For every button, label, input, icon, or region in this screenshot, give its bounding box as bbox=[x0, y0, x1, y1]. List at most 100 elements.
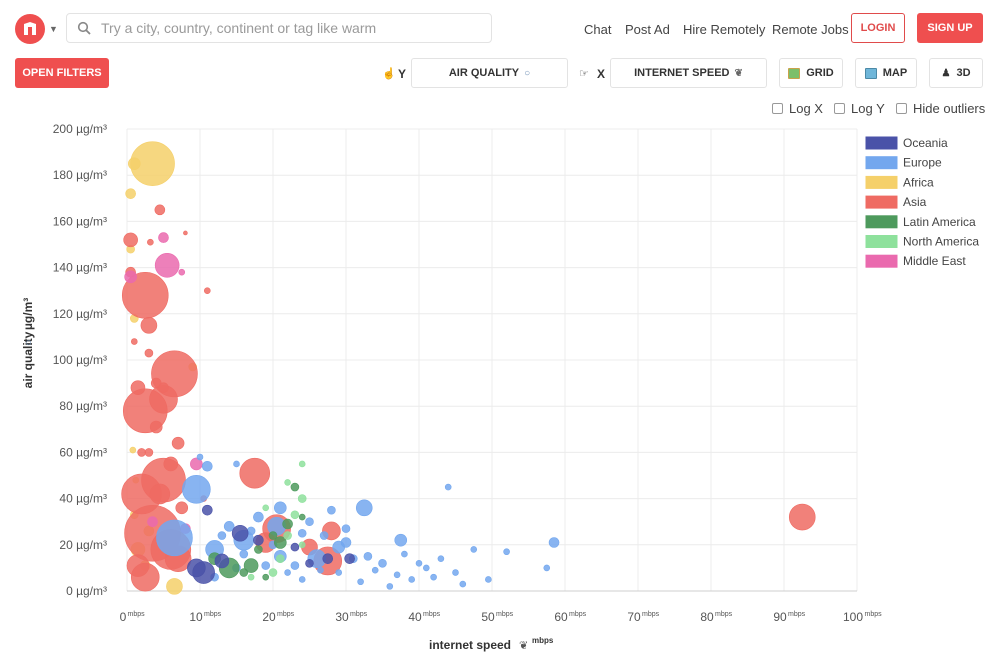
data-point[interactable] bbox=[422, 564, 430, 572]
data-point[interactable] bbox=[386, 583, 394, 590]
data-point[interactable] bbox=[247, 573, 255, 581]
data-point[interactable] bbox=[175, 501, 189, 515]
data-point[interactable] bbox=[408, 576, 416, 583]
nav-chat[interactable]: Chat bbox=[584, 22, 612, 37]
data-point[interactable] bbox=[154, 204, 166, 216]
data-point[interactable] bbox=[156, 519, 193, 557]
data-point[interactable] bbox=[129, 446, 137, 454]
data-point[interactable] bbox=[182, 475, 211, 504]
data-point[interactable] bbox=[341, 524, 351, 533]
data-point[interactable] bbox=[298, 460, 306, 468]
map-view-button[interactable]: MAP bbox=[855, 58, 917, 88]
data-point[interactable] bbox=[415, 559, 423, 567]
legend-label[interactable]: Africa bbox=[903, 175, 934, 189]
data-point[interactable] bbox=[178, 268, 186, 276]
chevron-down-icon[interactable]: ▼ bbox=[49, 24, 58, 34]
data-point[interactable] bbox=[268, 568, 278, 577]
data-point[interactable] bbox=[548, 537, 560, 548]
log-x-box[interactable] bbox=[772, 103, 783, 114]
data-point[interactable] bbox=[223, 521, 235, 532]
data-point[interactable] bbox=[290, 561, 300, 570]
data-point[interactable] bbox=[340, 537, 352, 548]
nav-post-ad[interactable]: Post Ad bbox=[625, 22, 670, 37]
data-point[interactable] bbox=[363, 552, 373, 561]
data-point[interactable] bbox=[140, 317, 158, 334]
data-point[interactable] bbox=[149, 483, 171, 505]
legend-label[interactable]: Latin America bbox=[903, 215, 976, 229]
data-point[interactable] bbox=[297, 494, 307, 503]
data-point[interactable] bbox=[273, 501, 287, 515]
data-point[interactable] bbox=[430, 573, 437, 581]
data-point[interactable] bbox=[401, 550, 408, 558]
data-point[interactable] bbox=[355, 499, 373, 517]
data-point[interactable] bbox=[357, 578, 364, 586]
search-bar[interactable] bbox=[66, 13, 492, 43]
legend-swatch[interactable] bbox=[865, 195, 898, 209]
data-point[interactable] bbox=[130, 562, 160, 592]
data-point[interactable] bbox=[394, 533, 408, 547]
data-point[interactable] bbox=[378, 558, 387, 568]
signup-button[interactable]: SIGN UP bbox=[917, 13, 983, 43]
data-point[interactable] bbox=[130, 380, 146, 396]
data-point[interactable] bbox=[239, 568, 249, 577]
data-point[interactable] bbox=[124, 270, 137, 284]
data-point[interactable] bbox=[444, 483, 452, 491]
nomad-logo[interactable] bbox=[15, 14, 45, 44]
data-point[interactable] bbox=[137, 448, 146, 457]
data-point[interactable] bbox=[284, 569, 291, 576]
data-point[interactable] bbox=[305, 517, 314, 527]
data-point[interactable] bbox=[268, 531, 278, 540]
data-point[interactable] bbox=[261, 561, 271, 570]
data-point[interactable] bbox=[298, 541, 306, 549]
data-point[interactable] bbox=[371, 566, 379, 574]
data-point[interactable] bbox=[187, 558, 206, 578]
data-point[interactable] bbox=[452, 569, 459, 576]
data-point[interactable] bbox=[214, 553, 230, 569]
data-point[interactable] bbox=[147, 238, 154, 246]
data-point[interactable] bbox=[327, 505, 336, 515]
log-y-checkbox[interactable]: Log Y bbox=[834, 101, 885, 116]
data-point[interactable] bbox=[290, 482, 300, 492]
data-point[interactable] bbox=[254, 545, 263, 554]
data-point[interactable] bbox=[262, 504, 270, 512]
data-point[interactable] bbox=[131, 338, 138, 345]
data-point[interactable] bbox=[147, 516, 158, 528]
data-point[interactable] bbox=[144, 348, 154, 358]
hide-outliers-checkbox[interactable]: Hide outliers bbox=[896, 101, 985, 116]
data-point[interactable] bbox=[231, 524, 249, 542]
data-point[interactable] bbox=[298, 576, 306, 583]
data-point[interactable] bbox=[190, 457, 203, 471]
data-point[interactable] bbox=[233, 460, 240, 468]
data-point[interactable] bbox=[543, 564, 551, 572]
data-point[interactable] bbox=[317, 566, 324, 574]
data-point[interactable] bbox=[305, 558, 314, 568]
data-point[interactable] bbox=[485, 576, 492, 583]
data-point[interactable] bbox=[470, 546, 478, 553]
legend-label[interactable]: Oceania bbox=[903, 136, 948, 150]
legend-label[interactable]: Europe bbox=[903, 156, 942, 170]
data-point[interactable] bbox=[144, 448, 154, 457]
data-point[interactable] bbox=[239, 549, 249, 559]
nav-remote-jobs[interactable]: Remote Jobs bbox=[772, 22, 849, 37]
x-axis-select[interactable]: INTERNET SPEED ❦ bbox=[610, 58, 767, 88]
data-point[interactable] bbox=[253, 511, 264, 523]
data-point[interactable] bbox=[437, 555, 445, 562]
data-point[interactable] bbox=[149, 420, 163, 434]
data-point[interactable] bbox=[125, 188, 136, 199]
nav-hire-remotely[interactable]: Hire Remotely bbox=[683, 22, 766, 37]
data-point[interactable] bbox=[298, 513, 306, 521]
grid-view-button[interactable]: GRID bbox=[779, 58, 843, 88]
y-axis-select[interactable]: AIR QUALITY ○ bbox=[411, 58, 568, 88]
data-point[interactable] bbox=[275, 554, 285, 563]
data-point[interactable] bbox=[290, 542, 300, 552]
legend-swatch[interactable] bbox=[865, 235, 898, 248]
login-button[interactable]: LOGIN bbox=[851, 13, 905, 43]
legend-label[interactable]: Middle East bbox=[903, 254, 966, 268]
data-point[interactable] bbox=[158, 232, 169, 243]
data-point[interactable] bbox=[158, 382, 169, 394]
data-point[interactable] bbox=[171, 436, 185, 450]
data-point[interactable] bbox=[282, 518, 293, 530]
legend-swatch[interactable] bbox=[865, 215, 898, 229]
three-d-view-button[interactable]: ♟ 3D bbox=[929, 58, 983, 88]
legend-swatch[interactable] bbox=[865, 156, 898, 170]
